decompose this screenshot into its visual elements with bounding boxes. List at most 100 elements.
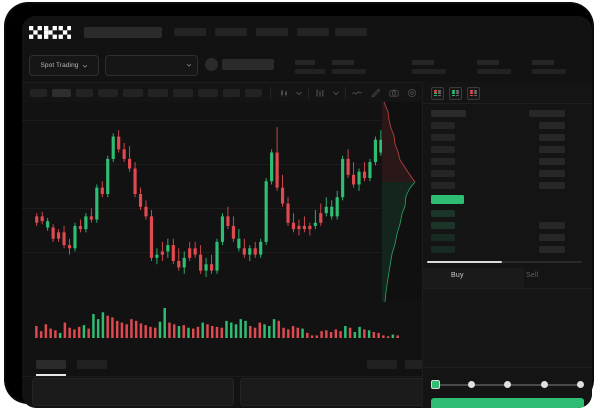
chevron-down-icon[interactable] bbox=[331, 88, 341, 98]
orderbook-ask-price[interactable] bbox=[431, 146, 455, 153]
orderbook-ask-amount bbox=[539, 170, 565, 177]
timeframe-9[interactable] bbox=[223, 89, 240, 97]
bottom-tab-right-2[interactable] bbox=[405, 360, 435, 369]
indicators-icon[interactable] bbox=[315, 88, 325, 98]
orderbook-bid-price[interactable] bbox=[431, 246, 455, 253]
timeframe-4[interactable] bbox=[98, 89, 118, 97]
orderbook-bid-amount bbox=[539, 234, 565, 241]
chart-gridline bbox=[22, 164, 422, 165]
orderbook-ask-amount bbox=[539, 122, 565, 129]
pair-select[interactable] bbox=[105, 55, 198, 76]
nav-item-1[interactable] bbox=[174, 28, 206, 36]
orderbook-ask-amount bbox=[539, 146, 565, 153]
candlestick-series bbox=[35, 127, 399, 277]
ticker-bar: Spot Trading bbox=[22, 48, 592, 82]
slider-step-100[interactable] bbox=[577, 381, 584, 388]
pencil-icon[interactable] bbox=[371, 88, 381, 98]
camera-icon[interactable] bbox=[389, 88, 399, 98]
active-order-tab-bg bbox=[423, 268, 524, 288]
tab-sell[interactable]: Sell bbox=[526, 272, 539, 279]
orderbook-ask-price[interactable] bbox=[431, 134, 455, 141]
orderbook-ask-price[interactable] bbox=[431, 122, 455, 129]
orderbook-scrollbar[interactable] bbox=[427, 261, 582, 263]
depth-chart bbox=[382, 102, 422, 302]
orderbook-ask-amount bbox=[539, 134, 565, 141]
orderbook-layout-icons bbox=[431, 87, 480, 100]
tab-buy[interactable]: Buy bbox=[451, 272, 464, 279]
order-tabs-divider bbox=[423, 288, 592, 289]
orderbook-bids-icon[interactable] bbox=[449, 87, 462, 100]
amount-slider[interactable] bbox=[431, 380, 584, 390]
orderbook-asks-icon[interactable] bbox=[467, 87, 480, 100]
chart-gridline bbox=[22, 120, 422, 121]
orderbook-ask-price[interactable] bbox=[431, 170, 455, 177]
stat-4 bbox=[477, 60, 511, 74]
device-frame: Spot Trading bbox=[6, 4, 592, 408]
slider-step-25[interactable] bbox=[468, 381, 475, 388]
slider-step-50[interactable] bbox=[504, 381, 511, 388]
nav-item-3[interactable] bbox=[256, 28, 288, 36]
timeframe-10[interactable] bbox=[245, 89, 262, 97]
chevron-down-icon bbox=[186, 63, 192, 67]
stat-2 bbox=[332, 60, 366, 74]
order-field-3[interactable] bbox=[423, 341, 592, 368]
chart-gridline bbox=[22, 208, 422, 209]
bottom-panel-1[interactable] bbox=[32, 378, 234, 406]
slider-handle[interactable] bbox=[431, 380, 440, 389]
submit-buy-button[interactable] bbox=[431, 398, 584, 408]
stat-3 bbox=[412, 60, 446, 74]
orderbook-bid-price[interactable] bbox=[431, 210, 455, 217]
orderbook-ask-amount bbox=[539, 182, 565, 189]
active-tab-indicator bbox=[36, 374, 66, 376]
nav-item-4[interactable] bbox=[297, 28, 329, 36]
orderbook-ask-price[interactable] bbox=[431, 110, 466, 117]
pair-coin-avatar bbox=[205, 58, 218, 71]
orderbook-ask-amount bbox=[539, 158, 565, 165]
line-wave-icon[interactable] bbox=[352, 88, 362, 98]
candlestick-chart-icon[interactable] bbox=[279, 88, 289, 98]
slider-step-75[interactable] bbox=[541, 381, 548, 388]
order-book-panel: Buy Sell bbox=[423, 82, 592, 408]
timeframe-7[interactable] bbox=[173, 89, 193, 97]
nav-item-2[interactable] bbox=[215, 28, 247, 36]
column-divider bbox=[422, 82, 423, 408]
bottom-tab-right-1[interactable] bbox=[367, 360, 397, 369]
order-field-2[interactable] bbox=[423, 315, 592, 342]
okx-logo[interactable] bbox=[29, 26, 71, 39]
price-chart[interactable] bbox=[22, 102, 422, 302]
bottom-tabs bbox=[22, 354, 435, 377]
orderbook-ask-price[interactable] bbox=[431, 182, 455, 189]
timeframe-6[interactable] bbox=[148, 89, 168, 97]
orderbook-bid-amount bbox=[539, 222, 565, 229]
stat-1 bbox=[295, 60, 325, 74]
orderbook-header-divider bbox=[423, 103, 592, 104]
timeframe-3[interactable] bbox=[76, 89, 93, 97]
timeframe-5[interactable] bbox=[123, 89, 143, 97]
orderbook-bid-amount bbox=[539, 246, 565, 253]
orderbook-bid-price[interactable] bbox=[431, 222, 455, 229]
orderbook-ask-amount bbox=[529, 110, 565, 117]
bottom-tab-2[interactable] bbox=[77, 360, 107, 369]
timeframe-8[interactable] bbox=[198, 89, 218, 97]
volume-chart bbox=[22, 304, 422, 354]
timeframe-1[interactable] bbox=[30, 89, 47, 97]
chart-gridline bbox=[22, 252, 422, 253]
timeframe-2[interactable] bbox=[52, 89, 71, 97]
gear-icon[interactable] bbox=[407, 88, 417, 98]
nav-item-5[interactable] bbox=[335, 28, 367, 36]
order-form-tabs: Buy Sell bbox=[423, 268, 592, 288]
spot-trading-dropdown[interactable]: Spot Trading bbox=[29, 55, 99, 76]
search-input[interactable] bbox=[84, 27, 162, 38]
orderbook-ask-price[interactable] bbox=[431, 158, 455, 165]
pair-name bbox=[222, 59, 274, 70]
orderbook-bid-price[interactable] bbox=[431, 234, 455, 241]
app-header bbox=[22, 16, 592, 48]
bottom-tab-1[interactable] bbox=[36, 360, 66, 369]
order-field-1[interactable] bbox=[423, 289, 592, 316]
chevron-down-icon[interactable] bbox=[294, 88, 304, 98]
orderbook-last-price bbox=[431, 195, 464, 204]
orderbook-both-icon[interactable] bbox=[431, 87, 444, 100]
chevron-down-icon bbox=[82, 64, 87, 68]
bottom-panel-2[interactable] bbox=[240, 378, 428, 406]
